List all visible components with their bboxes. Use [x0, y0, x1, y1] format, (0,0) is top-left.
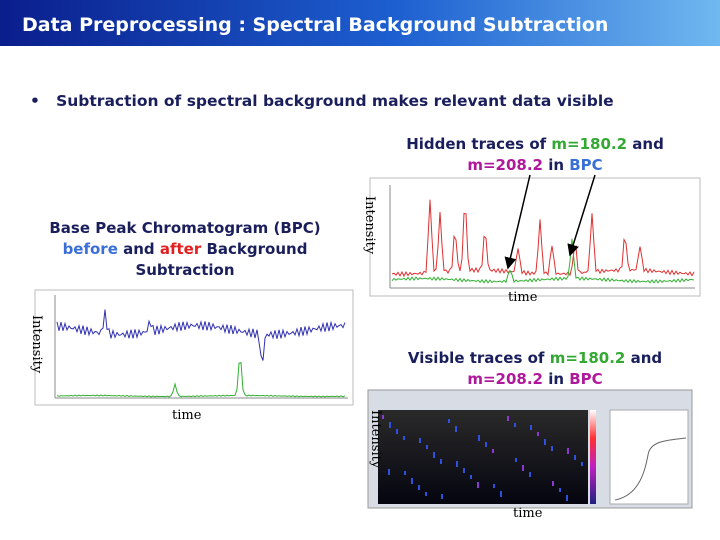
trace: [56, 361, 346, 398]
text: m=180.2: [549, 349, 626, 367]
heat-spot: [552, 481, 554, 486]
heat-spot: [456, 461, 458, 467]
heat-spot: [477, 482, 479, 488]
text: Background: [201, 240, 308, 258]
trace: [391, 238, 695, 284]
text: Visible traces of: [407, 349, 550, 367]
left-plot: [34, 289, 354, 406]
heat-spot: [522, 465, 524, 471]
heat-spot: [559, 488, 561, 492]
heat-spot: [419, 438, 421, 443]
text: and: [117, 240, 160, 258]
heat-spot: [530, 425, 532, 430]
heat-spot: [492, 449, 494, 453]
heat-spot: [507, 416, 509, 421]
heat-spot: [411, 478, 413, 484]
text: and: [625, 349, 663, 367]
axis-label: Intensity: [368, 410, 383, 469]
text: BPC: [569, 156, 603, 174]
arrow: [567, 174, 596, 257]
heatmap: [378, 410, 588, 504]
heat-spot: [581, 462, 583, 466]
text: m=180.2: [551, 135, 628, 153]
heat-spot: [441, 494, 443, 499]
heat-spot: [403, 436, 405, 440]
heat-spot: [567, 448, 569, 454]
slide-title: Data Preprocessing : Spectral Background…: [22, 14, 609, 36]
heat-spot: [440, 459, 442, 464]
heat-spot: [485, 442, 487, 447]
text: m=208.2: [467, 156, 543, 174]
heat-spot: [514, 423, 516, 427]
heat-spot: [470, 475, 472, 479]
side-plot: [609, 409, 689, 505]
text: m=208.2: [467, 370, 543, 388]
heat-spot: [478, 435, 480, 441]
heat-spot: [404, 471, 406, 475]
heat-spot: [493, 484, 495, 488]
heat-spot: [389, 422, 391, 428]
heat-spot: [537, 432, 539, 436]
text: BPC: [569, 370, 603, 388]
heat-spot: [418, 485, 420, 490]
heat-spot: [529, 472, 531, 477]
bpc-caption: Base Peak Chromatogram (BPC) before and a…: [40, 218, 330, 281]
text: before: [62, 240, 118, 258]
axis-label: time: [172, 408, 202, 423]
heat-spot: [382, 415, 384, 419]
text: Base Peak Chromatogram (BPC): [49, 219, 321, 237]
side-trace: [614, 437, 687, 501]
text: in: [542, 370, 570, 388]
heat-spot: [425, 492, 427, 496]
bullet: • Subtraction of spectral background mak…: [30, 92, 614, 110]
trace: [56, 309, 346, 361]
heat-spot: [544, 439, 546, 445]
heat-spot: [426, 445, 428, 449]
heat-spot: [574, 455, 576, 460]
heat-spot: [515, 458, 517, 462]
bullet-text: Subtraction of spectral background makes…: [56, 92, 614, 110]
color-bar: [590, 410, 596, 504]
heat-spot: [388, 469, 390, 475]
visible-callout: Visible traces of m=180.2 and m=208.2 in…: [385, 348, 685, 390]
heat-spot: [463, 468, 465, 473]
text: Hidden traces of: [406, 135, 552, 153]
text: in: [542, 156, 570, 174]
heat-spot: [396, 429, 398, 434]
heat-spot: [500, 491, 502, 497]
heat-spot: [448, 419, 450, 423]
text: and: [627, 135, 664, 153]
axis-label: time: [513, 506, 543, 521]
axis-label: Intensity: [29, 315, 44, 374]
top-plot: [369, 177, 701, 297]
heat-spot: [433, 452, 435, 458]
title-bar: [0, 0, 720, 46]
axis-label: time: [508, 290, 538, 305]
heat-spot: [455, 426, 457, 432]
heat-spot: [551, 446, 553, 451]
arrow: [504, 174, 531, 270]
hidden-callout: Hidden traces of m=180.2 and m=208.2 in …: [380, 134, 690, 176]
text: after: [159, 240, 202, 258]
text: Subtraction: [135, 261, 235, 279]
axis-label: Intensity: [362, 196, 377, 255]
heat-spot: [566, 495, 568, 501]
trace: [391, 199, 695, 278]
